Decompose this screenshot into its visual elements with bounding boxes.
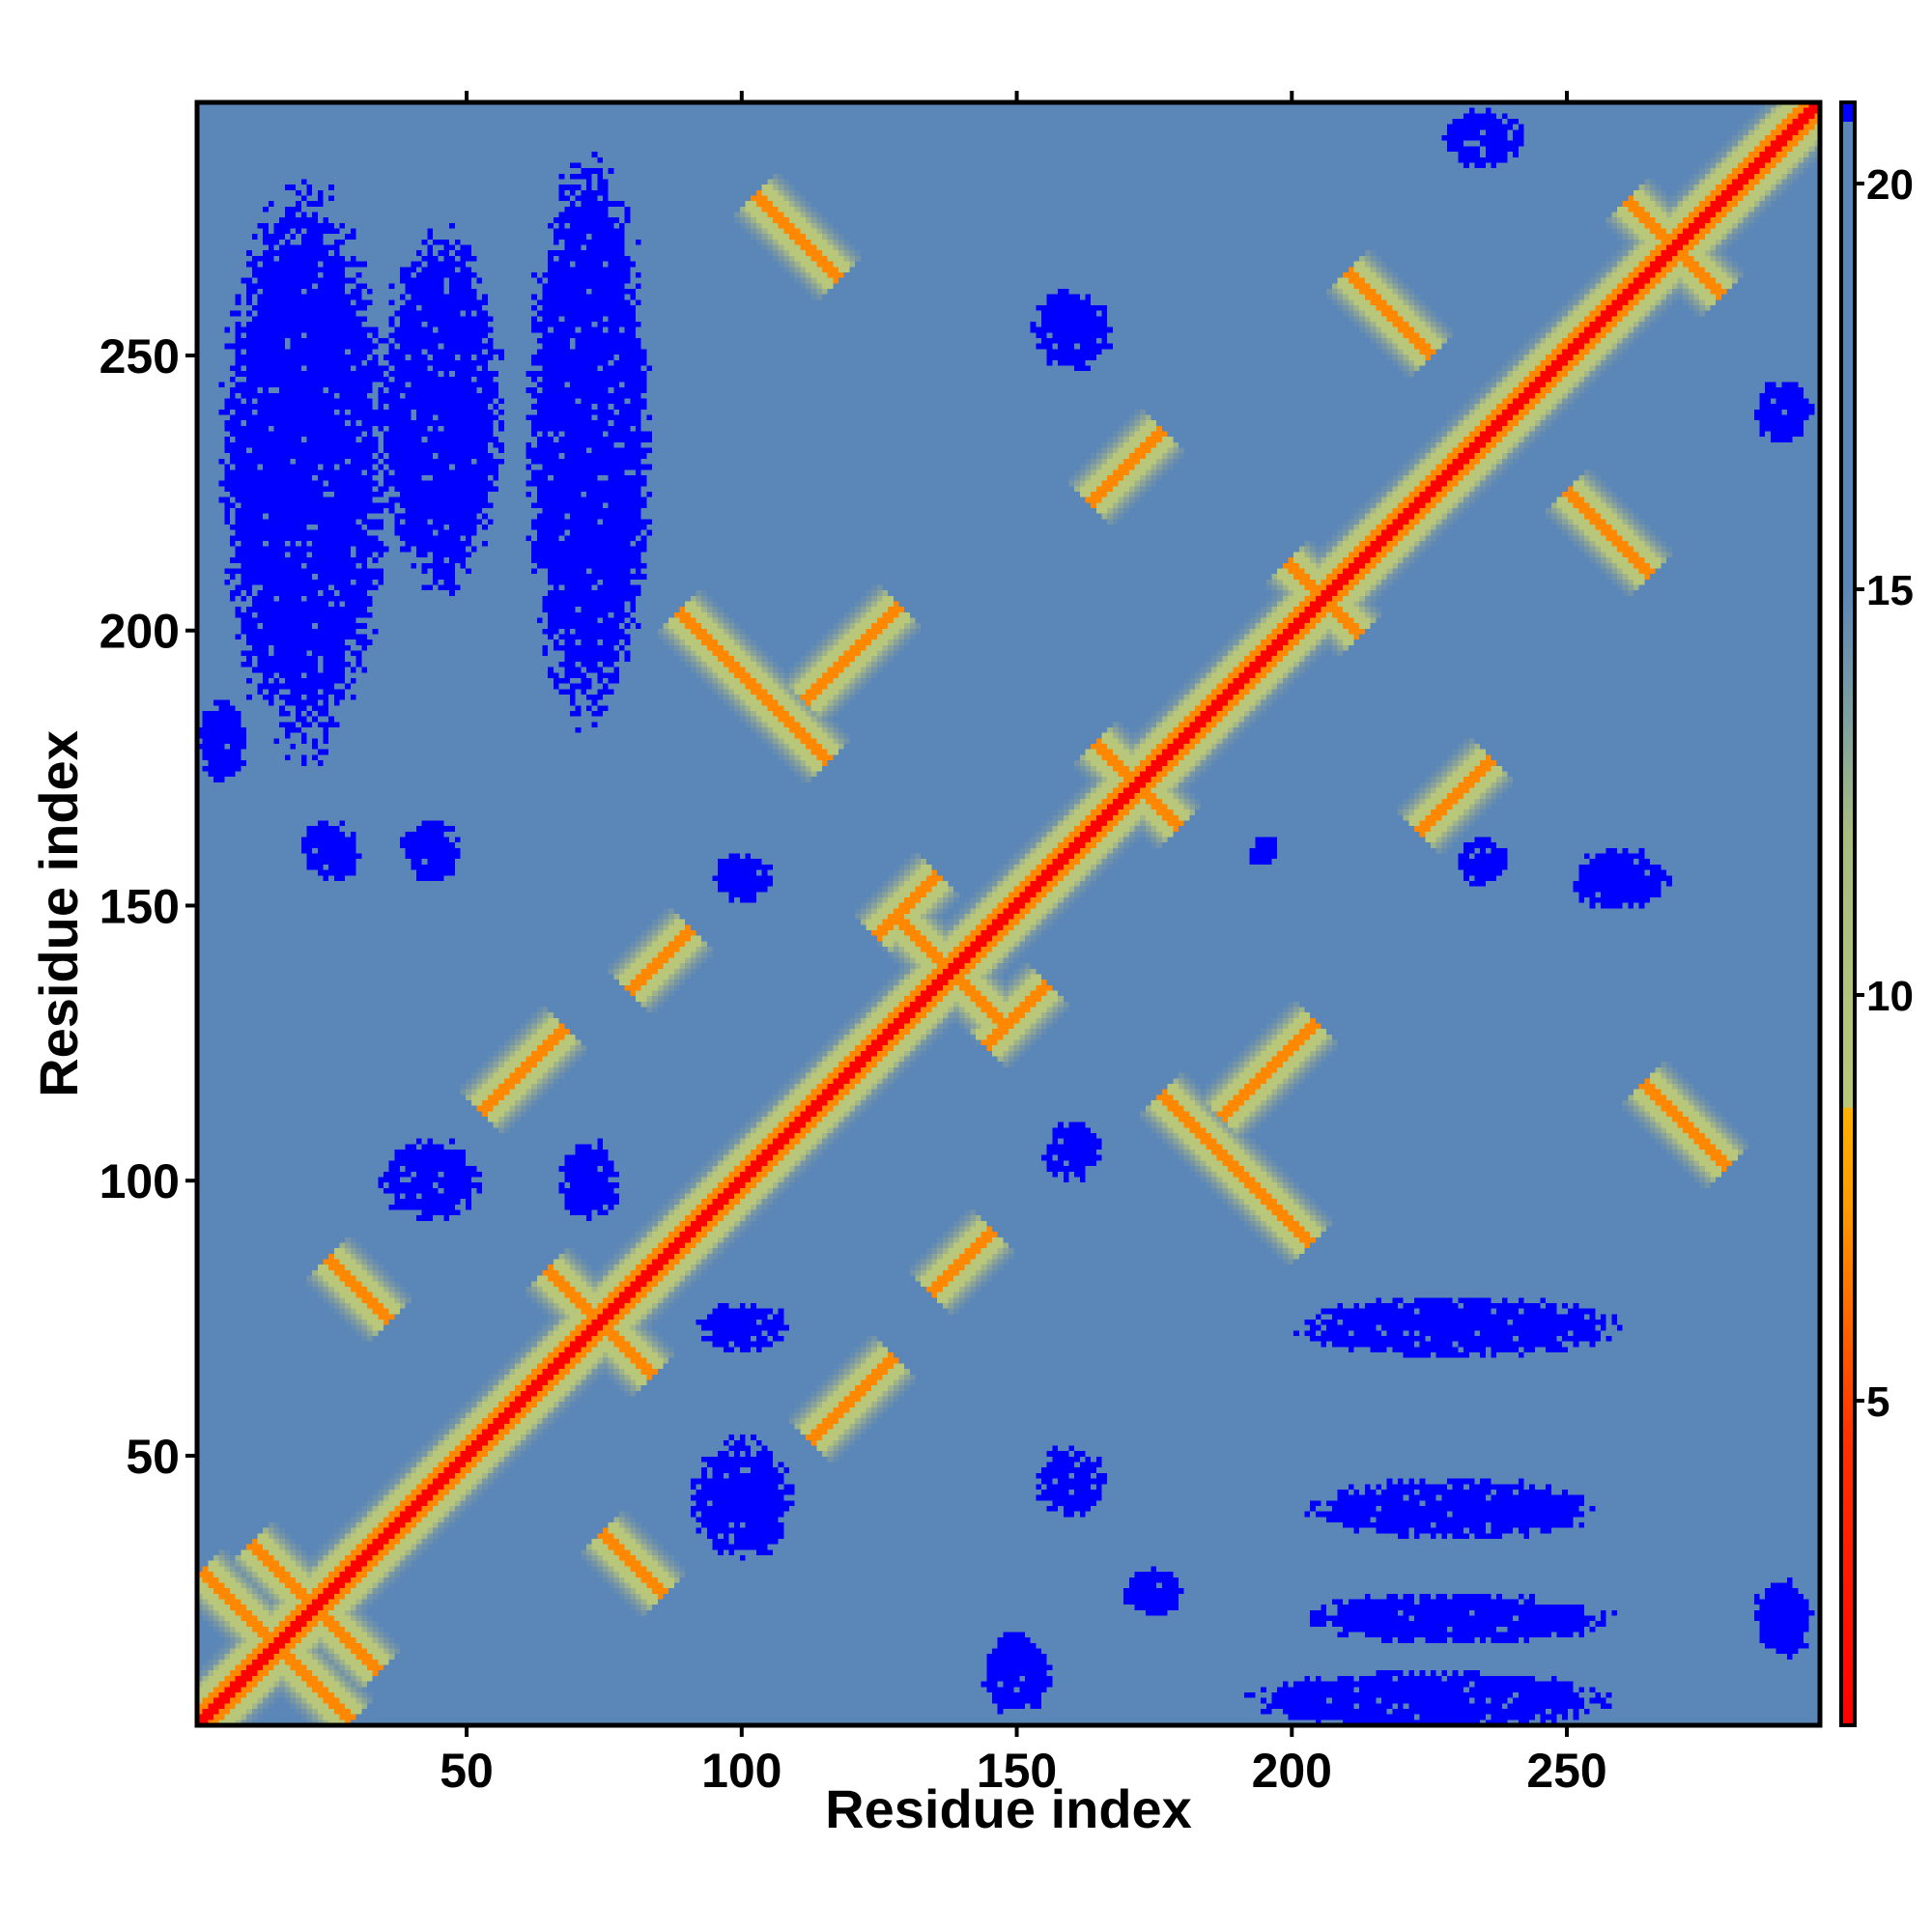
y-tick-label: 250 [99, 329, 180, 384]
colorbar-tick-label: 10 [1866, 973, 1914, 1020]
heatmap-canvas [197, 102, 1820, 1725]
x-tick-label: 100 [701, 1744, 781, 1798]
colorbar-top-cap [1841, 102, 1855, 122]
y-axis-title: Residue index [28, 730, 89, 1097]
y-tick-label: 150 [99, 879, 180, 933]
x-axis-title: Residue index [825, 1778, 1192, 1839]
colorbar-tick-label: 20 [1866, 161, 1914, 209]
x-tick-label: 200 [1252, 1744, 1332, 1798]
y-tick-label: 50 [126, 1430, 180, 1484]
x-axis: 50 100 150 200 250 [440, 91, 1607, 1798]
colorbar-tick-label: 5 [1866, 1378, 1889, 1426]
x-tick-label: 150 [977, 1744, 1057, 1798]
colorbar-ticks: 5 10 15 20 [1855, 161, 1914, 1426]
x-tick-label: 250 [1526, 1744, 1606, 1798]
y-tick-label: 200 [99, 605, 180, 659]
heatmap-area [197, 102, 1820, 1725]
colorbar-frame [1839, 100, 1857, 1727]
y-tick-label: 100 [99, 1154, 180, 1208]
x-tick-label: 50 [440, 1744, 494, 1798]
plot-frame [194, 99, 1823, 1728]
colorbar-tick-label: 15 [1866, 567, 1914, 614]
y-axis: 50 100 150 200 250 [99, 329, 197, 1484]
colorbar [1841, 102, 1855, 1725]
